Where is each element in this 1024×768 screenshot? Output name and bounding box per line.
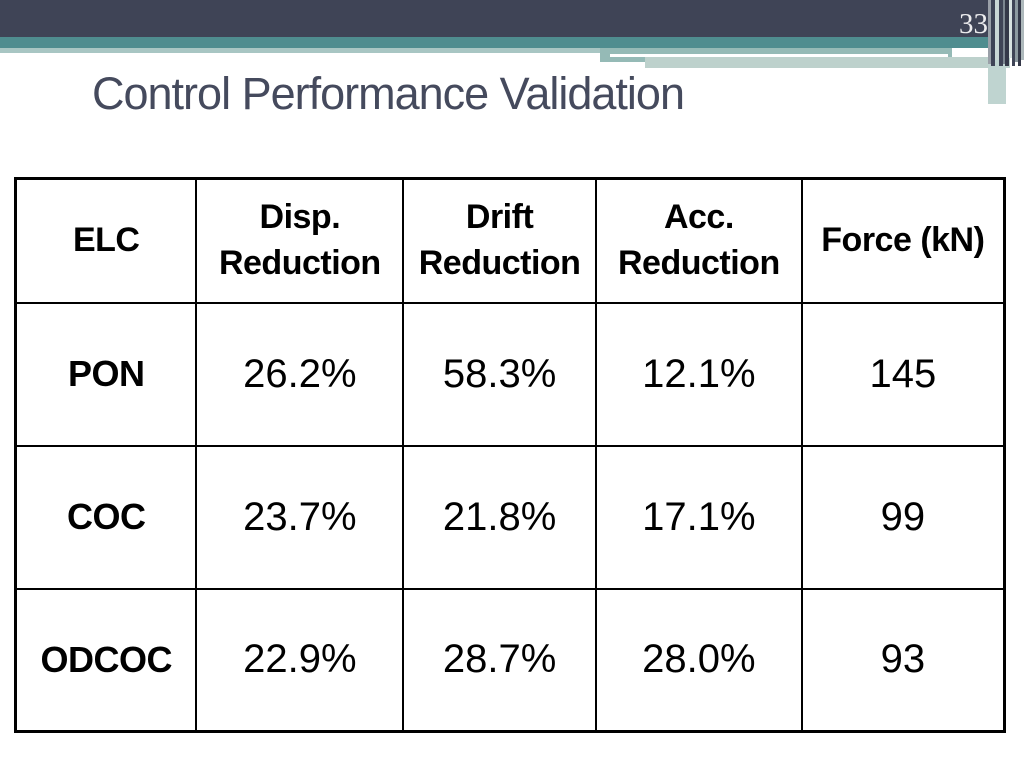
header-elc: ELC: [14, 177, 198, 304]
sage-accent-band: [645, 57, 1010, 68]
coc-acc-reduction: 17.1%: [595, 444, 803, 590]
row-label-odcoc: ODCOC: [14, 587, 198, 733]
row-label-pon: PON: [14, 301, 198, 447]
row-label-coc: COC: [14, 444, 198, 590]
table-header-row: ELC Disp. Reduction Drift Reduction Acc.…: [14, 177, 1006, 304]
slide-title: Control Performance Validation: [92, 68, 685, 119]
odcoc-disp-reduction: 22.9%: [195, 587, 405, 733]
header-drift-reduction: Drift Reduction: [402, 177, 598, 304]
coc-disp-reduction: 23.7%: [195, 444, 405, 590]
odcoc-drift-reduction: 28.7%: [402, 587, 598, 733]
pon-acc-reduction: 12.1%: [595, 301, 803, 447]
header-force-kn: Force (kN): [800, 177, 1006, 304]
teal-accent-band: [0, 37, 1024, 48]
coc-drift-reduction: 21.8%: [402, 444, 598, 590]
coc-force: 99: [800, 444, 1006, 590]
header-acc-reduction: Acc. Reduction: [595, 177, 803, 304]
control-performance-table: ELC Disp. Reduction Drift Reduction Acc.…: [14, 177, 1006, 733]
top-dark-bar: [0, 0, 1024, 37]
vertical-stripes-ornament: [988, 0, 1024, 66]
table-row-odcoc: ODCOC 22.9% 28.7% 28.0% 93: [14, 587, 1006, 733]
table-row-pon: PON 26.2% 58.3% 12.1% 145: [14, 301, 1006, 447]
odcoc-force: 93: [800, 587, 1006, 733]
slide-page-number: 33: [959, 8, 988, 40]
pale-accent-band: [0, 48, 952, 53]
pon-drift-reduction: 58.3%: [402, 301, 598, 447]
odcoc-acc-reduction: 28.0%: [595, 587, 803, 733]
white-accent-line: [610, 54, 948, 57]
pon-force: 145: [800, 301, 1006, 447]
table-row-coc: COC 23.7% 21.8% 17.1% 99: [14, 444, 1006, 590]
header-disp-reduction: Disp. Reduction: [195, 177, 405, 304]
pon-disp-reduction: 26.2%: [195, 301, 405, 447]
